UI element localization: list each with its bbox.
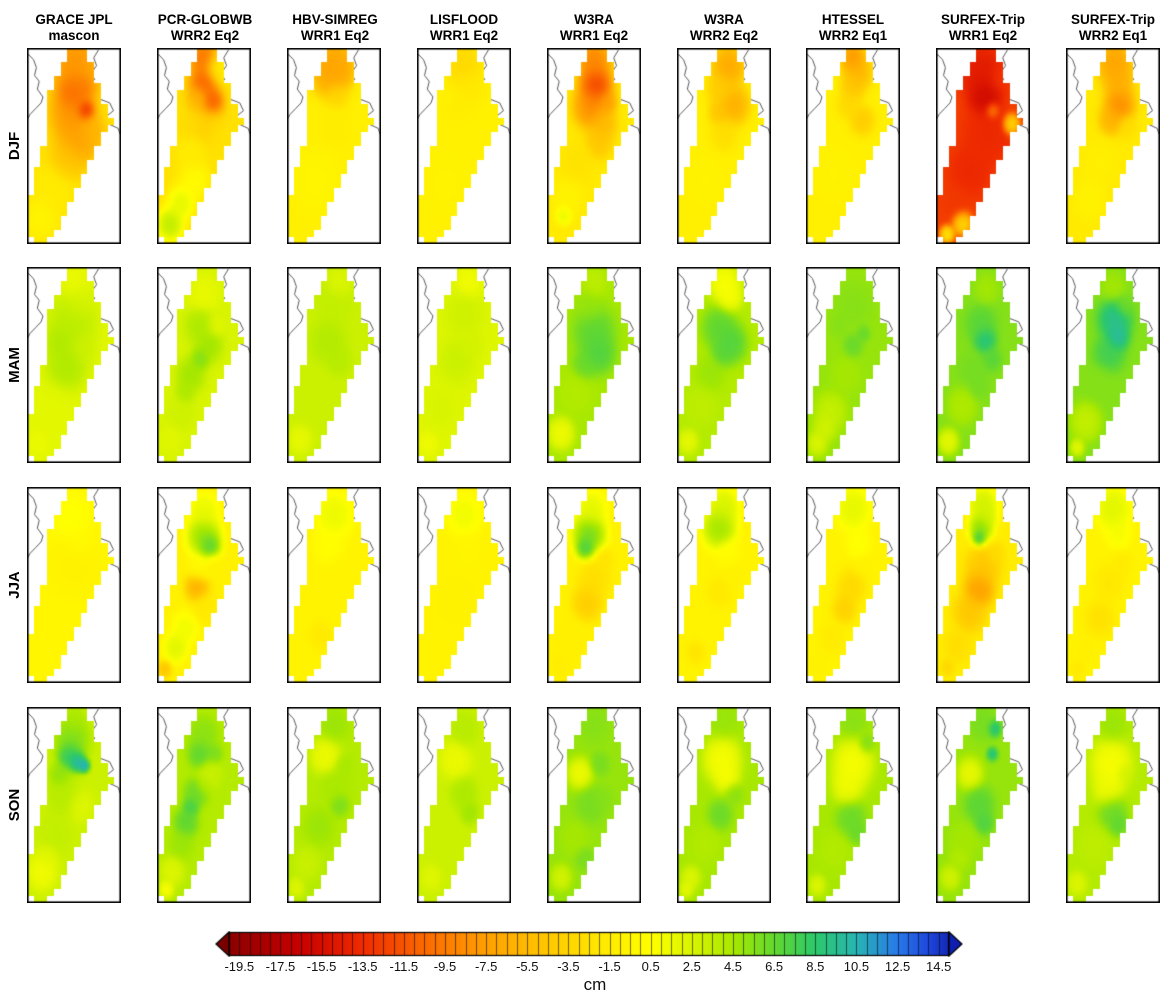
map-panel-djf-surfex-trip-wrr1-eq2	[936, 48, 1030, 244]
colorbar-tick-label: -19.5	[224, 959, 255, 974]
column-header-pcr-globwb: PCR-GLOBWB WRR2 Eq2	[140, 4, 270, 44]
colorbar-tick-label: -1.5	[598, 959, 621, 974]
colorbar-tick-label: -15.5	[306, 959, 337, 974]
map-panel-son-pcr-globwb-wrr2-eq2	[157, 707, 251, 903]
map-panel-son-w3ra-wrr1-eq2	[547, 707, 641, 903]
column-header-hbv-simreg: HBV-SIMREG WRR1 Eq2	[270, 4, 400, 44]
colorbar-tick-label: 2.5	[682, 959, 701, 974]
colorbar-tick-label: 10.5	[843, 959, 870, 974]
column-header-line2: WRR2 Eq1	[1078, 28, 1148, 43]
row-label-djf: DJF	[6, 131, 23, 161]
column-header-line1: SURFEX-Trip	[940, 12, 1025, 27]
colorbar-tick-label: -17.5	[265, 959, 296, 974]
column-header-w3ra-wrr1: W3RA WRR1 Eq2	[529, 4, 659, 44]
column-header-line1: W3RA	[704, 12, 744, 27]
column-header-line2: WRR1 Eq2	[300, 28, 370, 43]
column-header-line1: HBV-SIMREG	[292, 12, 378, 27]
map-panel-mam-w3ra-wrr1-eq2	[547, 267, 641, 463]
map-panel-mam-pcr-globwb-wrr2-eq2	[157, 267, 251, 463]
map-panel-jja-htessel-wrr2-eq1	[806, 487, 900, 683]
map-panel-mam-lisflood-wrr1-eq2	[417, 267, 511, 463]
colorbar-tick-label: -5.5	[516, 959, 539, 974]
colorbar-unit-label: cm	[583, 975, 607, 994]
map-panel-son-w3ra-wrr2-eq2	[677, 707, 771, 903]
row-label-mam: MAM	[6, 347, 23, 383]
colorbar-tick-label: -11.5	[389, 959, 419, 974]
colorbar-tick-label: 0.5	[641, 959, 660, 974]
colorbar-tick-label: 4.5	[723, 959, 743, 974]
map-panel-jja-hbv-simreg-wrr1-eq2	[287, 487, 381, 683]
map-panel-djf-surfex-trip-wrr2-eq1	[1066, 48, 1160, 244]
map-panel-djf-pcr-globwb-wrr2-eq2	[157, 48, 251, 244]
column-header-line1: W3RA	[574, 12, 614, 27]
row-label-jja: JJA	[6, 571, 23, 599]
column-header-line2: WRR2 Eq2	[689, 28, 759, 43]
map-panel-son-grace-jpl-mascon	[27, 707, 121, 903]
column-header-lisflood: LISFLOOD WRR1 Eq2	[399, 4, 529, 44]
map-panel-jja-w3ra-wrr1-eq2	[547, 487, 641, 683]
map-panel-djf-w3ra-wrr2-eq2	[677, 48, 771, 244]
column-header-surfex-trip-wrr2: SURFEX-Trip WRR2 Eq1	[1048, 4, 1174, 44]
colorbar-tick-label: 8.5	[806, 959, 825, 974]
row-label-son: SON	[6, 788, 23, 822]
colorbar-tick-label: -9.5	[433, 959, 457, 974]
column-header-line1: LISFLOOD	[429, 12, 499, 27]
colorbar: -19.5 -17.5 -15.5 -13.5 -11.5 -9.5 -7.5 -5.5 -3.…	[215, 931, 975, 994]
column-header-line1: HTESSEL	[821, 12, 885, 27]
map-panel-jja-grace-jpl-mascon	[27, 487, 121, 683]
column-header-w3ra-wrr2: W3RA WRR2 Eq2	[659, 4, 789, 44]
column-header-line2: WRR2 Eq1	[818, 28, 888, 43]
colorbar-tick-label: 6.5	[765, 959, 784, 974]
colorbar-gradient	[215, 931, 975, 957]
map-panel-mam-htessel-wrr2-eq1	[806, 267, 900, 463]
map-panel-jja-surfex-trip-wrr2-eq1	[1066, 487, 1160, 683]
column-header-line1: SURFEX-Trip	[1070, 12, 1155, 27]
column-header-line2: WRR1 Eq2	[429, 28, 499, 43]
column-header-line1: PCR-GLOBWB	[157, 12, 253, 27]
map-panel-mam-grace-jpl-mascon	[27, 267, 121, 463]
map-panel-son-lisflood-wrr1-eq2	[417, 707, 511, 903]
map-panel-jja-pcr-globwb-wrr2-eq2	[157, 487, 251, 683]
column-header-htessel: HTESSEL WRR2 Eq1	[788, 4, 918, 44]
map-panel-son-htessel-wrr2-eq1	[806, 707, 900, 903]
column-header-line2: WRR1 Eq2	[948, 28, 1018, 43]
map-panel-mam-surfex-trip-wrr2-eq1	[1066, 267, 1160, 463]
map-panel-jja-w3ra-wrr2-eq2	[677, 487, 771, 683]
map-panel-djf-grace-jpl-mascon	[27, 48, 121, 244]
column-header-line2: WRR1 Eq2	[559, 28, 629, 43]
map-panel-djf-htessel-wrr2-eq1	[806, 48, 900, 244]
colorbar-tick-label: 14.5	[926, 959, 952, 974]
colorbar-tick-label: -13.5	[347, 959, 378, 974]
map-panel-mam-hbv-simreg-wrr1-eq2	[287, 267, 381, 463]
colorbar-tick-label: 12.5	[884, 959, 911, 974]
map-panel-jja-surfex-trip-wrr1-eq2	[936, 487, 1030, 683]
map-panel-mam-surfex-trip-wrr1-eq2	[936, 267, 1030, 463]
column-header-grace-jpl-mascon: GRACE JPL mascon	[9, 4, 139, 44]
map-panel-djf-hbv-simreg-wrr1-eq2	[287, 48, 381, 244]
colorbar-tick-label: -7.5	[474, 959, 498, 974]
column-header-line1: GRACE JPL mascon	[35, 12, 113, 43]
map-panel-djf-w3ra-wrr1-eq2	[547, 48, 641, 244]
column-header-line2: WRR2 Eq2	[170, 28, 240, 43]
map-panel-son-surfex-trip-wrr1-eq2	[936, 707, 1030, 903]
map-panel-djf-lisflood-wrr1-eq2	[417, 48, 511, 244]
map-panel-jja-lisflood-wrr1-eq2	[417, 487, 511, 683]
column-header-surfex-trip-wrr1: SURFEX-Trip WRR1 Eq2	[918, 4, 1048, 44]
map-panel-mam-w3ra-wrr2-eq2	[677, 267, 771, 463]
map-panel-son-surfex-trip-wrr2-eq1	[1066, 707, 1160, 903]
map-panel-son-hbv-simreg-wrr1-eq2	[287, 707, 381, 903]
colorbar-tick-label: -3.5	[557, 959, 580, 974]
